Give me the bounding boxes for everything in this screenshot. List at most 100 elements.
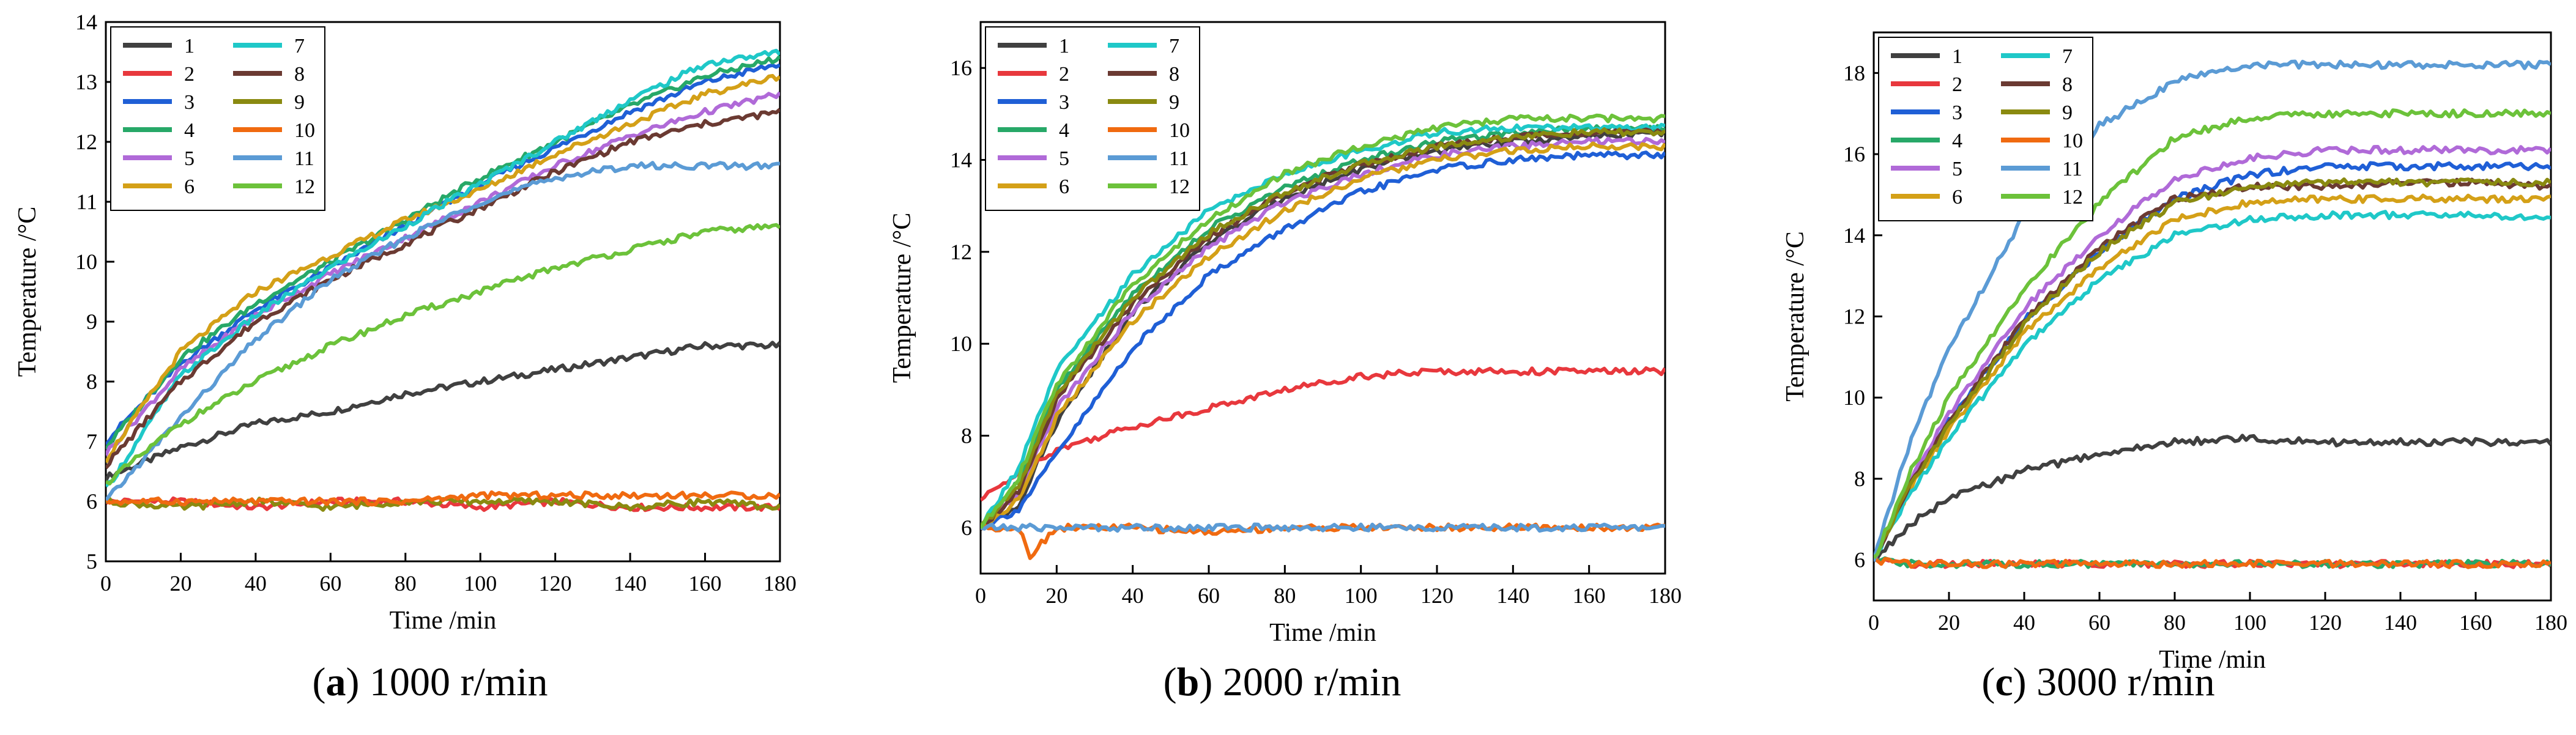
legend-label-5: 5 (1059, 147, 1069, 170)
legend-label-2: 2 (1059, 63, 1069, 86)
x-tick-label: 40 (1122, 583, 1144, 608)
legend-label-10: 10 (1169, 119, 1190, 142)
legend-label-2: 2 (184, 63, 195, 86)
x-axis-label: Time /min (1269, 619, 1376, 647)
legend-label-7: 7 (2062, 45, 2073, 68)
legend-label-11: 11 (2062, 158, 2082, 180)
series-line-10 (106, 490, 780, 507)
caption-a-letter: a (325, 660, 346, 704)
x-tick-label: 60 (1198, 583, 1220, 608)
legend-label-6: 6 (1059, 175, 1069, 198)
legend-label-4: 4 (184, 119, 195, 142)
series-line-11 (106, 161, 780, 501)
series-line-6 (981, 141, 1665, 528)
caption-a: (a) 1000 r/min (312, 660, 548, 704)
y-tick-label: 7 (86, 429, 97, 454)
legend-box (1878, 37, 2093, 221)
legend-label-1: 1 (184, 35, 195, 57)
y-tick-label: 8 (86, 369, 97, 394)
caption-c: (c) 3000 r/min (1981, 660, 2215, 704)
y-tick-label: 14 (1843, 223, 1865, 248)
legend-label-1: 1 (1059, 35, 1069, 57)
y-tick-label: 6 (1854, 548, 1865, 572)
series-line-4 (106, 54, 780, 450)
series-line-7 (1874, 210, 2551, 560)
caption-b-letter: b (1176, 660, 1200, 704)
legend-label-6: 6 (1952, 186, 1962, 209)
legend-label-4: 4 (1059, 119, 1069, 142)
x-tick-label: 80 (2164, 610, 2186, 635)
chart-panel-c: 0 20 40 60 80 100 120 140 160 180681012141618Time… (1781, 31, 2567, 674)
series-line-10 (1874, 556, 2551, 569)
x-tick-label: 80 (1274, 583, 1296, 608)
legend-label-2: 2 (1952, 73, 1962, 96)
x-tick-label: 160 (2459, 610, 2492, 635)
series-line-5 (1874, 144, 2551, 563)
x-tick-label: 0 (975, 583, 986, 608)
series-line-12 (1874, 108, 2551, 560)
series-line-9 (1874, 177, 2551, 560)
x-tick-label: 140 (2384, 610, 2417, 635)
series-line-9 (981, 127, 1665, 528)
x-tick-label: 160 (1573, 583, 1606, 608)
series-line-1 (106, 341, 780, 482)
series-line-1 (1874, 434, 2551, 563)
legend-box (110, 26, 325, 211)
legend-label-12: 12 (1169, 175, 1190, 198)
x-tick-label: 180 (1649, 583, 1682, 608)
y-axis-label: Temperature /°C (1781, 231, 1810, 402)
legend-label-9: 9 (2062, 102, 2073, 124)
y-tick-label: 16 (1843, 142, 1865, 166)
caption-b-text: 2000 r/min (1222, 660, 1401, 704)
series-line-12 (106, 223, 780, 486)
y-tick-label: 8 (1854, 467, 1865, 491)
legend-label-1: 1 (1952, 45, 1962, 68)
legend-label-5: 5 (184, 147, 195, 170)
x-axis-label: Time /min (390, 607, 497, 635)
y-tick-label: 6 (86, 489, 97, 514)
y-tick-label: 11 (76, 190, 97, 214)
x-tick-label: 140 (1496, 583, 1529, 608)
x-tick-label: 100 (2233, 610, 2266, 635)
legend-label-9: 9 (1169, 91, 1179, 114)
caption-a-text: 1000 r/min (369, 660, 548, 704)
y-tick-label: 10 (1843, 385, 1865, 410)
x-tick-label: 20 (1938, 610, 1960, 635)
series-line-6 (1874, 193, 2551, 562)
x-tick-label: 120 (1420, 583, 1453, 608)
x-tick-label: 120 (2309, 610, 2342, 635)
legend-label-10: 10 (2062, 130, 2083, 152)
legend-label-8: 8 (2062, 73, 2073, 96)
y-tick-label: 13 (75, 70, 97, 94)
legend-label-8: 8 (1169, 63, 1179, 86)
legend-label-12: 12 (294, 175, 315, 198)
y-tick-label: 5 (86, 549, 97, 574)
x-tick-label: 20 (169, 571, 191, 596)
series-line-11 (981, 522, 1665, 533)
y-tick-label: 8 (961, 424, 972, 448)
y-tick-label: 10 (75, 249, 97, 274)
legend-label-8: 8 (294, 63, 305, 86)
y-axis-label: Temperature /°C (888, 213, 916, 383)
legend-label-3: 3 (1059, 91, 1069, 114)
series-group (981, 113, 1665, 560)
x-tick-label: 60 (319, 571, 341, 596)
caption-c-letter: c (1995, 660, 2013, 704)
legend-label-6: 6 (184, 175, 195, 198)
y-tick-label: 14 (75, 10, 97, 34)
series-line-7 (106, 48, 780, 488)
y-tick-label: 16 (950, 56, 972, 80)
x-axis-label: Time /min (2159, 646, 2266, 674)
y-tick-label: 6 (961, 515, 972, 540)
x-tick-label: 40 (245, 571, 267, 596)
x-tick-label: 180 (2534, 610, 2567, 635)
x-tick-label: 140 (614, 571, 647, 596)
y-tick-label: 9 (86, 309, 97, 334)
series-line-11 (1874, 59, 2551, 562)
x-tick-label: 100 (1345, 583, 1378, 608)
y-tick-label: 12 (1843, 305, 1865, 329)
legend-label-11: 11 (1169, 147, 1189, 170)
legend-label-3: 3 (184, 91, 195, 114)
legend-label-7: 7 (1169, 35, 1179, 57)
